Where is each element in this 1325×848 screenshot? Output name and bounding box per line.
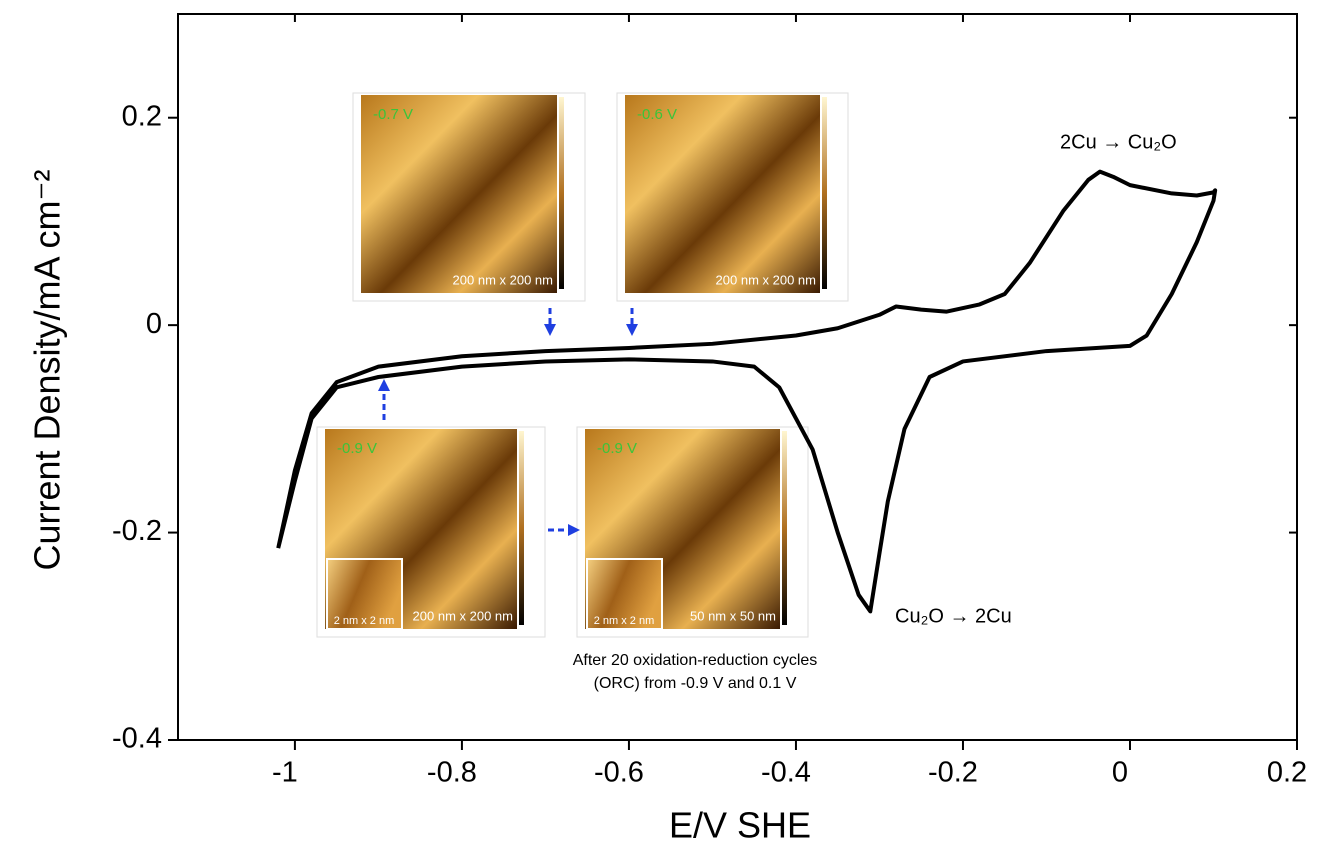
caption: After 20 oxidation-reduction cycles xyxy=(573,652,818,669)
y-tick-label: -0.4 xyxy=(112,723,162,755)
color-bar xyxy=(559,97,564,289)
color-bar xyxy=(822,97,827,289)
color-bar xyxy=(782,431,787,625)
inset-scale: 200 nm x 200 nm xyxy=(453,272,553,287)
x-tick-label: 0.2 xyxy=(1267,757,1307,789)
color-bar xyxy=(519,431,524,625)
inset-scale: 50 nm x 50 nm xyxy=(690,608,776,623)
x-axis-title: E/V SHE xyxy=(669,805,811,846)
zoom-image xyxy=(326,558,403,630)
zoom-scale: 2 nm x 2 nm xyxy=(594,615,655,627)
x-tick-label: 0 xyxy=(1112,757,1128,789)
y-axis-title: Current Density/mA cm⁻² xyxy=(27,169,68,570)
inset-potential: -0.6 V xyxy=(637,106,677,123)
y-tick-label: 0.2 xyxy=(122,100,162,132)
blue-arrows xyxy=(378,308,638,536)
insets: -0.7 V 200 nm x 200 nm -0.6 V 200 nm x 200 … xyxy=(316,92,849,638)
y-tick-label: 0 xyxy=(146,308,162,340)
x-tick-label: -1 xyxy=(272,757,298,789)
zoom-scale: 2 nm x 2 nm xyxy=(334,615,395,627)
caption: (ORC) from -0.9 V and 0.1 V xyxy=(594,675,797,692)
annotation: 2Cu → Cu₂O xyxy=(1060,131,1177,153)
x-tick-label: -0.6 xyxy=(594,757,644,789)
zoom-image xyxy=(586,558,663,630)
x-tick-label: -0.4 xyxy=(761,757,811,789)
afm-image xyxy=(361,95,557,293)
inset-scale: 200 nm x 200 nm xyxy=(716,272,816,287)
annotation: Cu₂O → 2Cu xyxy=(895,605,1012,627)
y-tick-label: -0.2 xyxy=(112,515,162,547)
afm-image xyxy=(625,95,820,293)
inset-scale: 200 nm x 200 nm xyxy=(413,608,513,623)
plot-frame xyxy=(177,13,1298,741)
x-tick-label: -0.2 xyxy=(928,757,978,789)
inset-potential: -0.9 V xyxy=(597,440,637,457)
inset-potential: -0.7 V xyxy=(373,106,413,123)
x-tick-label: -0.8 xyxy=(427,757,477,789)
inset-potential: -0.9 V xyxy=(337,440,377,457)
cv-curve xyxy=(276,169,1218,614)
